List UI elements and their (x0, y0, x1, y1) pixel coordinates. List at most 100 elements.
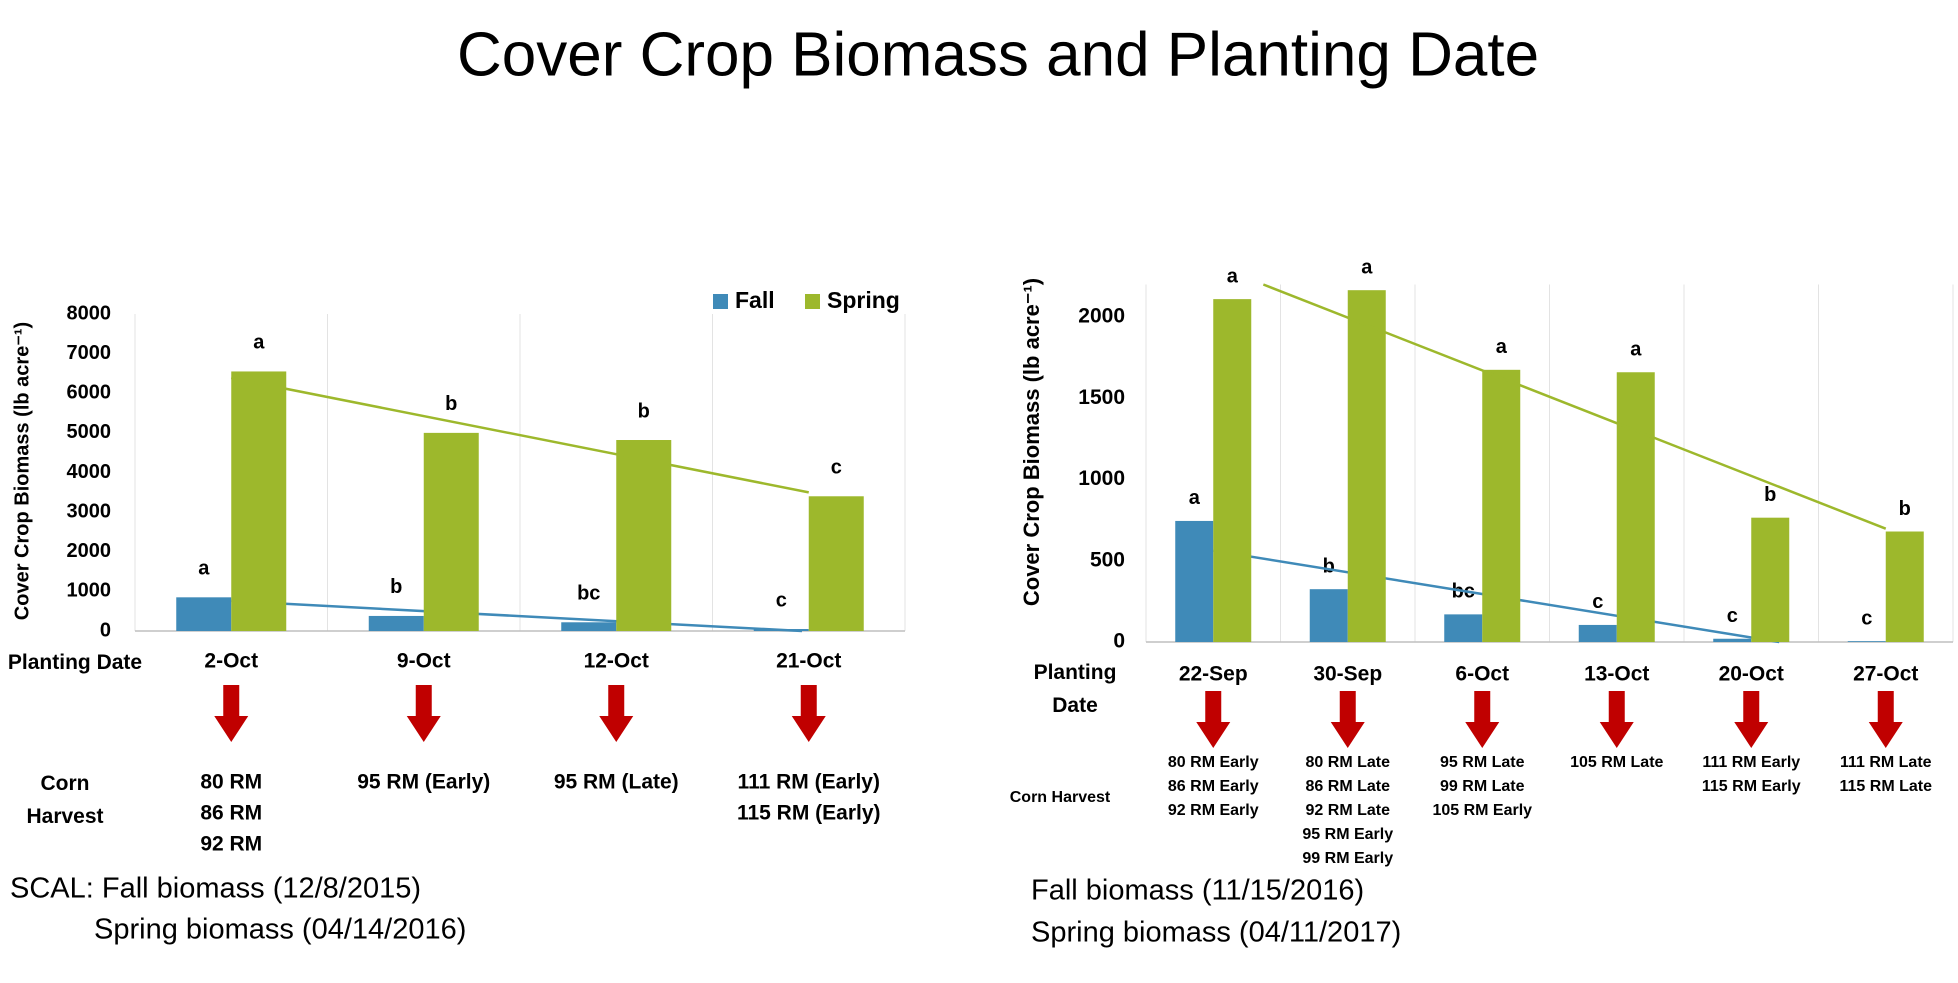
arrow (1734, 691, 1769, 748)
bar (561, 622, 617, 631)
harvest-entry: 95 RM Early (1302, 826, 1393, 843)
bar (808, 496, 864, 631)
x-tick-label: 21-Oct (776, 650, 841, 673)
significance-letter: a (1361, 256, 1373, 278)
harvest-entry: 95 RM (Late) (554, 771, 679, 794)
y-tick-label: 1500 (1078, 386, 1125, 409)
bar (616, 440, 672, 631)
y-tick-label: 0 (100, 619, 111, 641)
harvest-entry: 80 RM Late (1306, 754, 1391, 771)
y-tick-label: 2000 (67, 540, 112, 562)
y-tick-label: 2000 (1078, 305, 1125, 328)
bar (1309, 589, 1348, 642)
x-tick-label: 13-Oct (1584, 663, 1649, 686)
harvest-entry: 99 RM Late (1440, 778, 1525, 795)
note: Spring biomass (04/11/2017) (1031, 917, 1401, 949)
trend-line (231, 376, 809, 494)
bar (1578, 624, 1617, 642)
harvest-label-box: Corn Harvest (1009, 789, 1111, 806)
y-tick-label: 7000 (67, 342, 112, 364)
x-tick-label: 12-Oct (584, 650, 649, 673)
x-axis-label-box: Planting Date (7, 651, 143, 674)
significance-letter: b (390, 576, 402, 598)
significance-letter: a (1496, 336, 1508, 358)
legend-label: Spring (827, 287, 900, 313)
significance-letter: c (1592, 591, 1603, 613)
x-axis-label-box: Planting Date (1033, 661, 1117, 717)
arrow (599, 685, 634, 742)
slide-title: Cover Crop Biomass and Planting Date (457, 20, 1539, 89)
significance-letter: b (638, 400, 650, 422)
arrow (1465, 691, 1500, 748)
significance-letter: a (1227, 265, 1239, 287)
x-tick-label: 20-Oct (1719, 663, 1784, 686)
x-axis-label: Planting Date (1033, 661, 1117, 717)
legend-label: Fall (735, 287, 775, 313)
significance-letter: c (831, 457, 842, 479)
note: Spring biomass (04/14/2016) (94, 914, 466, 946)
harvest-entry: 99 RM Early (1302, 850, 1393, 867)
x-tick-label: 6-Oct (1455, 663, 1509, 686)
harvest-label-box: Corn Harvest (26, 772, 103, 828)
x-tick-label: 22-Sep (1179, 663, 1248, 686)
arrow (1599, 691, 1634, 748)
significance-letter: b (1764, 484, 1776, 506)
harvest-entry: 105 RM Late (1570, 754, 1663, 771)
x-tick-label: 9-Oct (397, 650, 451, 673)
harvest-entry: 86 RM Late (1306, 778, 1391, 795)
trend-line (231, 599, 803, 633)
y-axis-label: Cover Crop Biomass (lb acre⁻¹) (11, 322, 33, 620)
x-tick-label: 30-Sep (1313, 663, 1382, 686)
harvest-entry: 111 RM Early (1702, 754, 1800, 771)
y-tick-label: 1000 (1078, 467, 1125, 490)
y-axis-label: Cover Crop Biomass (lb acre⁻¹) (1019, 278, 1044, 606)
arrow (791, 685, 826, 742)
harvest-entry: 115 RM Late (1840, 778, 1933, 795)
bar (1444, 614, 1483, 642)
bar (1885, 531, 1924, 642)
bar (1713, 638, 1752, 642)
bar (1347, 290, 1386, 642)
note: SCAL: Fall biomass (12/8/2015) (10, 873, 421, 905)
bar (1616, 372, 1655, 642)
y-tick-label: 6000 (67, 382, 112, 404)
harvest-entry: 95 RM (Early) (357, 771, 490, 794)
harvest-entry: 80 RM (200, 771, 262, 794)
bar (231, 371, 287, 631)
harvest-label: Corn Harvest (1009, 789, 1111, 806)
bar (423, 432, 479, 631)
legend-swatch (805, 294, 820, 309)
y-tick-label: 5000 (67, 421, 112, 443)
y-tick-label: 500 (1090, 548, 1125, 571)
significance-letter: a (1189, 487, 1201, 509)
significance-letter: b (1899, 498, 1911, 520)
legend-swatch (713, 294, 728, 309)
harvest-entry: 111 RM Late (1840, 754, 1932, 771)
y-tick-label: 3000 (67, 500, 112, 522)
significance-letter: c (776, 589, 787, 611)
harvest-entry: 86 RM (200, 802, 262, 825)
arrow (1868, 691, 1903, 748)
arrow (1196, 691, 1231, 748)
bar (1847, 641, 1886, 642)
harvest-entry: 80 RM Early (1168, 754, 1259, 771)
bar (368, 615, 424, 631)
y-tick-label: 0 (1113, 630, 1125, 653)
harvest-entry: 92 RM Early (1168, 802, 1259, 819)
significance-letter: c (1727, 605, 1738, 627)
harvest-entry: 92 RM (200, 833, 262, 856)
arrow (214, 685, 249, 742)
significance-letter: c (1861, 607, 1872, 629)
significance-letter: b (445, 393, 457, 415)
x-axis-label: Planting Date (7, 651, 143, 674)
bar (176, 597, 232, 631)
significance-letter: a (198, 558, 210, 580)
bar (1751, 517, 1790, 642)
significance-letter: bc (577, 583, 600, 605)
bar (1175, 520, 1214, 642)
x-tick-label: 2-Oct (204, 650, 258, 673)
bar (1482, 369, 1521, 642)
harvest-entry: 95 RM Late (1440, 754, 1525, 771)
